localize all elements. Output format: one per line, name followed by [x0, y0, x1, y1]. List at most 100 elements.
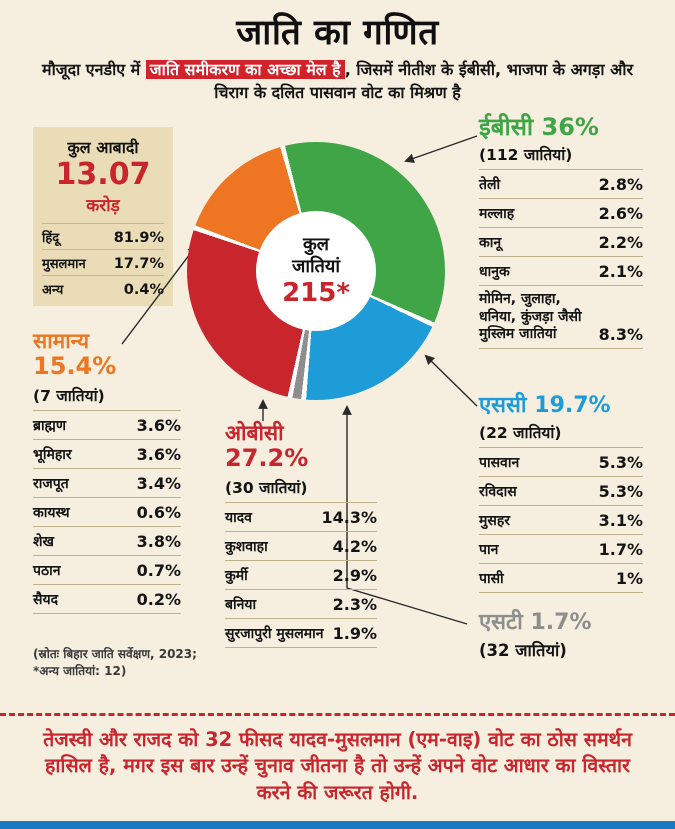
row-value: 2.2% [598, 233, 643, 253]
row-value: 0.4% [123, 281, 164, 298]
row-value: 14.3% [321, 508, 377, 528]
population-box: कुल आबादी 13.07 करोड़ हिंदू 81.9% मुसलमा… [33, 127, 173, 306]
table-row: यादव 14.3% [225, 503, 377, 533]
section-sc-title: एससी 19.7% [479, 393, 611, 418]
section-general-count: (7 जातियां) [33, 381, 181, 412]
section-ebc: ईबीसी 36% (112 जातियां) तेली 2.8% मल्लाह… [479, 114, 643, 349]
row-value: 2.6% [598, 204, 643, 224]
section-obc: ओबीसी 27.2% (30 जातियां) यादव 14.3% कुशव… [225, 421, 377, 649]
section-st-title: एसटी 1.7% [479, 610, 592, 635]
section-obc-count: (30 जातियां) [225, 473, 377, 504]
section-sc: एससी 19.7% (22 जातियां) पासवान 5.3% रविद… [479, 393, 643, 594]
table-row: मुसहर 3.1% [479, 506, 643, 536]
row-label: मुसलमान [42, 256, 86, 272]
population-unit: करोड़ [86, 195, 120, 216]
row-label: शेख [33, 533, 54, 550]
row-label: यादव [225, 509, 252, 526]
dashed-divider [0, 713, 675, 716]
row-value: 1.7% [598, 540, 643, 560]
row-label: कानू [479, 234, 502, 251]
row-label: सैयद [33, 591, 59, 608]
section-st: एसटी 1.7% (32 जातियां) [479, 610, 643, 665]
row-value: 2.9% [332, 566, 377, 586]
row-label: हिंदू [42, 230, 60, 246]
row-value: 5.3% [598, 482, 643, 502]
subtitle-pre: मौजूदा एनडीए में [42, 60, 146, 79]
table-row: राजपूत 3.4% [33, 469, 181, 499]
row-label: रविदास [479, 483, 517, 500]
table-row: अन्य 0.4% [42, 274, 164, 301]
table-row: शेख 3.8% [33, 527, 181, 557]
row-value: 81.9% [113, 229, 164, 246]
subtitle: मौजूदा एनडीए में जाति समीकरण का अच्छा मे… [40, 58, 635, 104]
row-label: पठान [33, 562, 61, 579]
section-general: सामान्य 15.4% (7 जातियां) ब्राह्मण 3.6% … [33, 329, 181, 615]
row-label: कायस्थ [33, 504, 70, 521]
table-row: सुरजापुरी मुसलमान 1.9% [225, 619, 377, 649]
table-row: रविदास 5.3% [479, 477, 643, 507]
row-label: मुसहर [479, 512, 510, 529]
row-value: 3.1% [598, 511, 643, 531]
row-label: पान [479, 541, 499, 558]
table-row: कुशवाहा 4.2% [225, 532, 377, 562]
table-row: तेली 2.8% [479, 170, 643, 200]
row-value: 2.8% [598, 175, 643, 195]
row-label: मल्लाह [479, 205, 515, 222]
row-value: 3.6% [136, 416, 181, 436]
table-row: कुर्मी 2.9% [225, 561, 377, 591]
table-row: बनिया 2.3% [225, 590, 377, 620]
row-value: 3.8% [136, 532, 181, 552]
section-sc-count: (22 जातियां) [479, 418, 643, 449]
section-general-value: 15.4% [33, 352, 117, 381]
subtitle-highlight: जाति समीकरण का अच्छा मेल है [145, 60, 345, 79]
table-row: पान 1.7% [479, 535, 643, 565]
donut-center-label: कुल जातियां [291, 233, 341, 277]
table-row: पासवान 5.3% [479, 448, 643, 478]
row-value: 3.6% [136, 445, 181, 465]
row-value: 5.3% [598, 453, 643, 473]
table-row: हिंदू 81.9% [42, 222, 164, 249]
row-value: 0.7% [136, 561, 181, 581]
population-heading: कुल आबादी [67, 138, 139, 157]
row-value: 0.6% [136, 503, 181, 523]
row-value: 0.2% [136, 590, 181, 610]
bottom-note: तेजस्वी और राजद को 32 फीसद यादव-मुसलमान … [43, 728, 632, 804]
table-row: भूमिहार 3.6% [33, 440, 181, 470]
section-st-count: (32 जातियां) [479, 641, 567, 661]
row-label: सुरजापुरी मुसलमान [225, 625, 324, 642]
section-obc-value: 27.2% [225, 444, 309, 473]
section-ebc-count: (112 जातियां) [479, 140, 643, 171]
row-value: 1% [615, 569, 643, 589]
row-value: 3.4% [136, 474, 181, 494]
section-obc-title: ओबीसी [225, 421, 284, 445]
table-row: कायस्थ 0.6% [33, 498, 181, 528]
population-number: 13.07 [55, 157, 151, 192]
subtitle-post: , जिसमें नीतीश के ईबीसी, भाजपा के अगड़ा … [214, 60, 633, 103]
row-label: मोमिन, जुलाहा, धनिया, कुंजड़ा जैसी मुस्ल… [479, 291, 582, 343]
row-label: कुशवाहा [225, 538, 268, 555]
row-label: तेली [479, 176, 501, 193]
row-value: 4.2% [332, 537, 377, 557]
row-label: पासवान [479, 454, 520, 471]
table-row: मुसलमान 17.7% [42, 248, 164, 275]
table-row: सैयद 0.2% [33, 585, 181, 615]
row-label: धानुक [479, 263, 510, 280]
donut-chart: कुल जातियां 215* [187, 142, 445, 400]
row-label: बनिया [225, 596, 257, 613]
row-value: 1.9% [332, 624, 377, 644]
table-row: कानू 2.2% [479, 228, 643, 258]
row-value: 2.3% [332, 595, 377, 615]
table-row: ब्राह्मण 3.6% [33, 411, 181, 441]
section-general-title: सामान्य [33, 329, 90, 353]
row-label: अन्य [42, 282, 64, 298]
source-footnote: (स्रोतः बिहार जाति सर्वेक्षण, 2023; *अन्… [33, 647, 197, 678]
row-label: ब्राह्मण [33, 417, 66, 434]
table-row: पठान 0.7% [33, 556, 181, 586]
table-row: धानुक 2.1% [479, 257, 643, 287]
table-row: मल्लाह 2.6% [479, 199, 643, 229]
row-label: कुर्मी [225, 567, 248, 584]
table-row: पासी 1% [479, 564, 643, 594]
row-label: राजपूत [33, 475, 69, 492]
row-value: 17.7% [113, 255, 164, 272]
